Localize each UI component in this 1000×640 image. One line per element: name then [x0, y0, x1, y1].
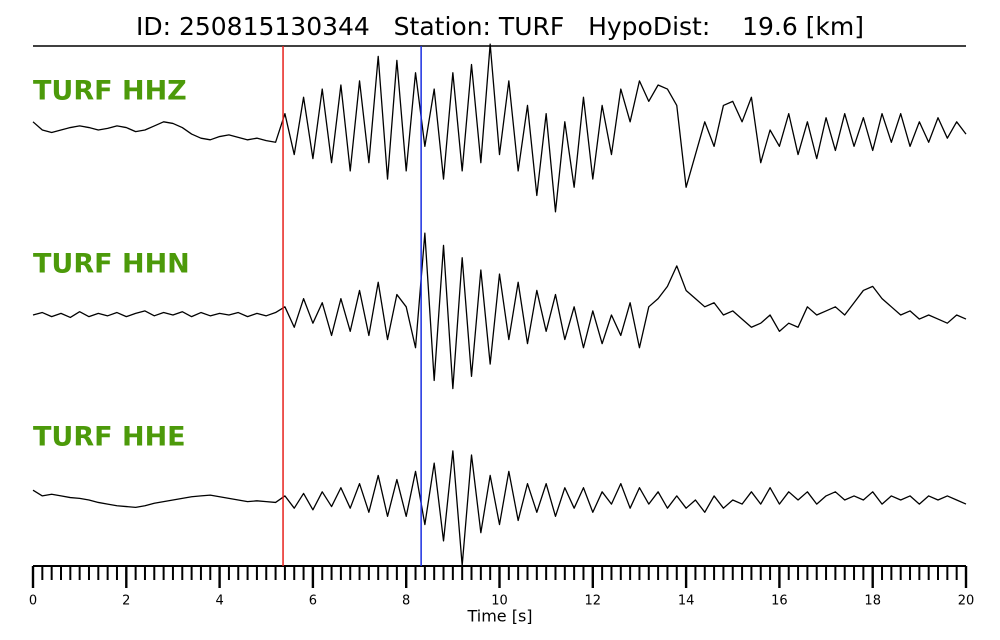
- x-tick-label: 6: [309, 594, 317, 609]
- x-tick-label: 16: [771, 594, 788, 609]
- x-axis-label: Time [s]: [466, 607, 532, 626]
- trace-label: TURF HHZ: [33, 76, 187, 107]
- waveform: [32, 450, 967, 567]
- x-tick-label: 10: [491, 594, 508, 609]
- chart-title: ID: 250815130344 Station: TURF HypoDist:…: [136, 12, 864, 41]
- waveform: [32, 43, 967, 213]
- x-tick-label: 14: [678, 594, 695, 609]
- x-tick-label: 18: [864, 594, 881, 609]
- x-tick-label: 20: [958, 594, 975, 609]
- x-tick-label: 0: [29, 594, 37, 609]
- x-tick-label: 4: [215, 594, 223, 609]
- x-tick-label: 8: [402, 594, 410, 609]
- x-tick-label: 12: [585, 594, 602, 609]
- x-tick-label: 2: [122, 594, 130, 609]
- trace-label: TURF HHE: [33, 422, 186, 453]
- waveform: [32, 232, 967, 390]
- trace-label: TURF HHN: [33, 249, 190, 280]
